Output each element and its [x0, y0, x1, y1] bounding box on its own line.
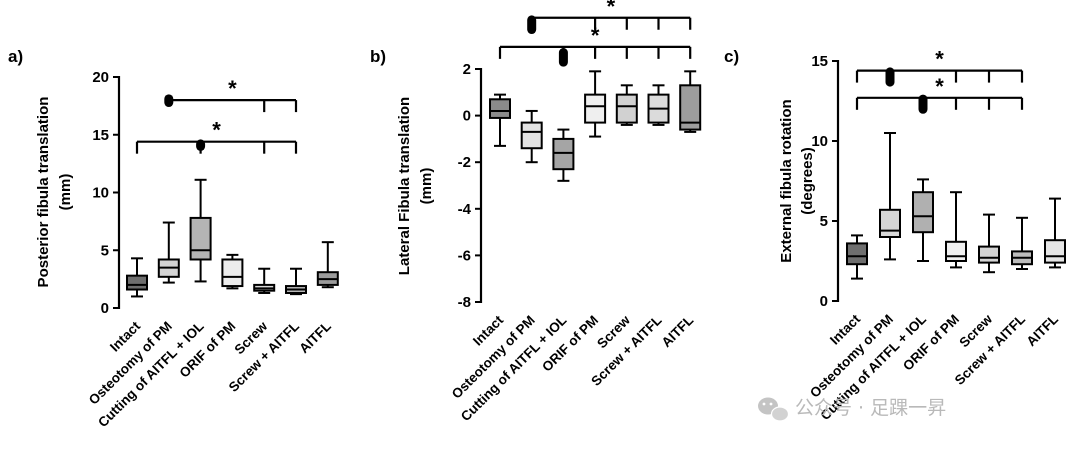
watermark: 公众号 · 足踝一昇 [758, 397, 946, 422]
box-body [552, 137, 575, 171]
y-tick-label: 2 [463, 61, 471, 78]
y-tick-label: 15 [811, 53, 828, 70]
watermark-text: 公众号 · 足踝一昇 [795, 397, 946, 419]
outlier-marker [885, 67, 895, 87]
category-label: AITFL [296, 319, 334, 357]
significance-star: * [935, 74, 944, 99]
box-body [189, 216, 212, 261]
panel-c: c) External fibula rotation (degrees) 0 5 10 1… [724, 47, 1066, 423]
y-tick-label: 5 [820, 213, 828, 230]
box-4 [584, 70, 607, 138]
box-3 [912, 178, 934, 262]
y-tick-label: -2 [458, 154, 471, 171]
box-2 [879, 132, 901, 261]
box-6 [1011, 216, 1033, 270]
significance-star: * [591, 23, 600, 48]
category-label: AITFL [659, 313, 697, 351]
y-tick-label: 10 [811, 133, 828, 150]
y-tick-label: 15 [92, 127, 109, 144]
y-tick-label: -4 [458, 201, 472, 218]
box-7 [679, 70, 702, 133]
box-2 [157, 221, 180, 284]
box-2 [520, 109, 543, 164]
box-1 [489, 93, 511, 147]
box-body [679, 84, 702, 131]
box-4 [221, 253, 244, 290]
box-body [879, 208, 901, 239]
outlier-marker [918, 94, 928, 114]
box-4 [945, 191, 967, 269]
box-7 [1044, 197, 1066, 269]
box-body [978, 245, 1000, 264]
box-1 [126, 257, 148, 298]
outlier-marker [196, 139, 206, 151]
significance-star: * [935, 47, 944, 72]
outlier-marker [164, 94, 174, 108]
significance-bracket: * [855, 47, 1024, 83]
significance-bracket: * [498, 23, 692, 59]
y-axis-title: Posterior fibula translation [35, 97, 52, 288]
outlier-marker [558, 48, 568, 67]
box-body [520, 121, 543, 150]
box-body [945, 240, 967, 263]
y-tick-label: 0 [463, 108, 471, 125]
y-axis-title: Lateral Fibula translation [396, 97, 413, 275]
wechat-icon [758, 397, 790, 422]
box-5 [615, 84, 638, 126]
box-body [846, 242, 868, 266]
panel-b: b) Lateral Fibula translation (mm) -8 -6 -4 -2… [370, 0, 702, 424]
y-tick-label: 0 [820, 293, 828, 310]
box-body [1044, 239, 1066, 264]
box-1 [846, 234, 868, 280]
box-body [584, 93, 607, 124]
box-7 [316, 241, 339, 289]
box-body [912, 191, 934, 234]
y-tick-label: 20 [92, 69, 109, 86]
y-tick-label: -8 [458, 294, 471, 311]
box-body [221, 258, 244, 288]
category-label: AITFL [1023, 312, 1061, 350]
panel-label: b) [370, 47, 386, 66]
box-3 [552, 128, 575, 182]
y-axis-title: External fibula rotation [778, 99, 795, 262]
box-6 [285, 267, 307, 296]
panel-label: a) [8, 47, 23, 66]
box-5 [253, 267, 276, 294]
outlier-marker [527, 15, 537, 35]
y-tick-label: -6 [458, 247, 471, 264]
box-body [489, 98, 511, 119]
significance-star: * [228, 76, 237, 101]
box-body [126, 274, 148, 291]
panel-a: a) Posterior fibula translation (mm) 0 5 10 15… [8, 47, 339, 430]
box-5 [978, 213, 1000, 274]
significance-bracket: * [135, 118, 298, 154]
box-3 [189, 178, 212, 283]
y-tick-label: 0 [101, 300, 109, 317]
significance-star: * [607, 0, 616, 19]
significance-bracket: * [855, 74, 1024, 110]
box-body [615, 93, 638, 124]
box-6 [647, 84, 670, 126]
y-axis-unit: (mm) [418, 168, 435, 205]
significance-bracket: * [168, 76, 298, 113]
y-tick-label: 5 [101, 242, 109, 259]
y-axis-unit: (mm) [57, 174, 74, 211]
significance-star: * [212, 118, 221, 143]
significance-bracket: * [530, 0, 692, 30]
panel-label: c) [724, 47, 739, 66]
y-tick-label: 10 [92, 185, 109, 202]
y-axis-unit: (degrees) [799, 147, 816, 215]
